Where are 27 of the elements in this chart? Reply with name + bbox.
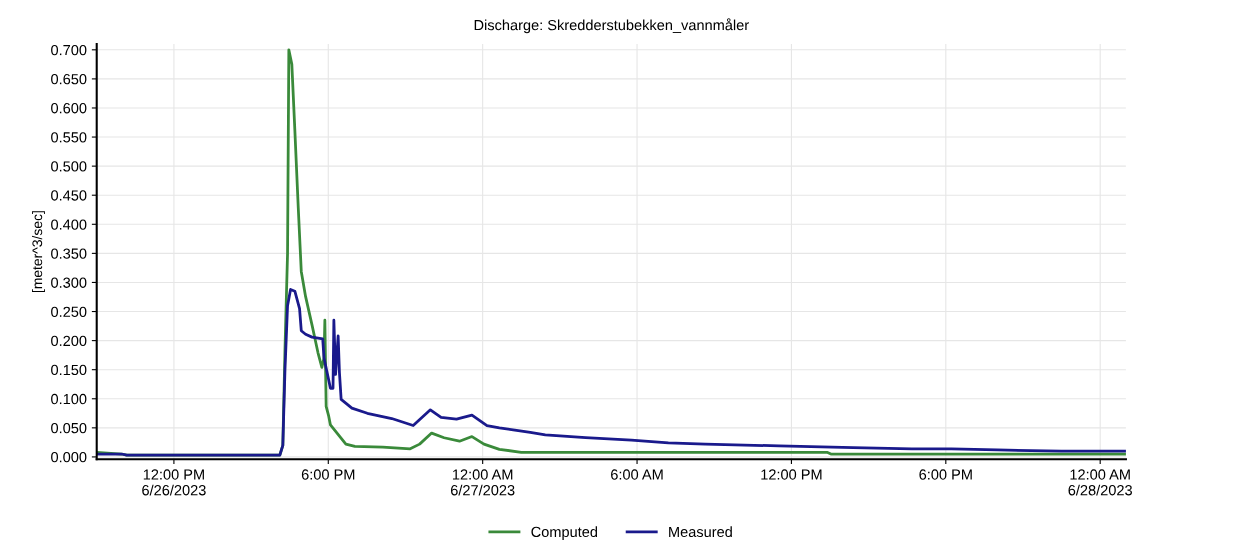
y-tick-label: 0.350	[51, 248, 87, 259]
y-tick-label: 0.150	[51, 364, 87, 376]
line-series	[96, 288, 1126, 457]
x-tick-label: 12:00 PM 6/26/2023	[142, 469, 206, 496]
x-tick-label: 12:00 AM 6/28/2023	[1068, 469, 1132, 496]
x-tick-label: 12:00 AM 6/27/2023	[450, 469, 515, 496]
chart-title: Discharge: Skredderstubekken_vannmåler	[474, 18, 749, 34]
y-tick-label: 0.000	[51, 452, 87, 463]
y-tick-label: 0.100	[51, 393, 87, 405]
legend-label: Computed	[531, 526, 598, 540]
y-tick-label: 0.200	[51, 335, 87, 347]
y-tick-label: 0.450	[51, 190, 87, 201]
y-tick-label: 0.250	[51, 306, 87, 317]
legend-label: Measured	[669, 526, 732, 538]
y-tick-label: 0.050	[51, 422, 87, 434]
y-tick-label: 0.300	[51, 277, 87, 288]
x-tick-label: 6:00 PM	[919, 469, 972, 480]
y-tick-label: 0.650	[51, 74, 87, 85]
y-tick-label: 0.600	[51, 103, 87, 114]
y-tick-label: 0.500	[51, 161, 87, 172]
x-tick-label: 12:00 PM	[761, 469, 822, 480]
y-tick-label: 0.700	[51, 44, 87, 56]
x-tick-label: 6:00 AM	[611, 469, 663, 480]
y-tick-label: 0.550	[51, 132, 87, 143]
x-tick-label: 6:00 PM	[301, 469, 355, 480]
y-tick-label: 0.400	[51, 219, 87, 230]
y-axis-title: [meter^3/sec]	[32, 211, 45, 293]
